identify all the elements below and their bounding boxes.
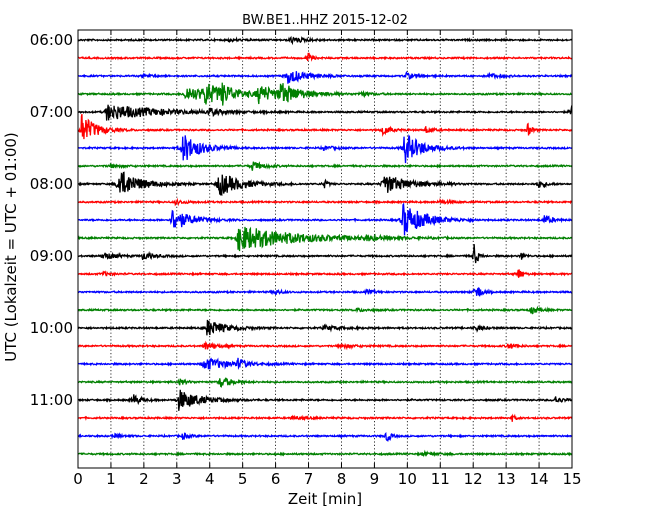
x-tick-label: 1 — [106, 470, 116, 488]
trace-0645 — [77, 82, 573, 106]
y-tick-label: 08:00 — [30, 175, 73, 193]
x-tick-label: 10 — [398, 470, 417, 488]
trace-0845 — [77, 226, 573, 252]
trace-1030 — [77, 357, 573, 371]
x-tick-label: 14 — [530, 470, 549, 488]
trace-1000 — [77, 319, 573, 336]
x-tick-label: 7 — [304, 470, 314, 488]
trace-0700 — [77, 104, 573, 121]
y-axis-label: UTC (Lokalzeit = UTC + 01:00) — [2, 132, 20, 362]
x-tick-label: 3 — [172, 470, 182, 488]
trace-0745 — [77, 161, 573, 171]
y-tick-label: 10:00 — [30, 319, 73, 337]
trace-0930 — [77, 286, 573, 297]
x-tick-label: 13 — [497, 470, 516, 488]
trace-0730 — [77, 134, 573, 164]
trace-0630 — [77, 71, 573, 84]
trace-0945 — [77, 305, 573, 315]
trace-0915 — [77, 269, 573, 278]
y-tick-label: 07:00 — [30, 103, 73, 121]
trace-0615 — [77, 52, 573, 62]
trace-0815 — [77, 197, 573, 207]
x-tick-label: 5 — [238, 470, 248, 488]
trace-0800 — [77, 171, 573, 196]
x-tick-label: 4 — [205, 470, 215, 488]
x-tick-label: 6 — [271, 470, 281, 488]
x-tick-label: 15 — [562, 470, 581, 488]
x-tick-label: 8 — [337, 470, 347, 488]
x-tick-label: 9 — [370, 470, 380, 488]
trace-1115 — [77, 413, 573, 422]
ticks-layer: 0 1 2 3 4 5 6 7 8 9 10 11 12 13 14 1506:0007:0008:0009:… — [30, 30, 582, 488]
x-tick-label: 11 — [431, 470, 450, 488]
trace-1130 — [77, 432, 573, 443]
trace-0900 — [77, 244, 573, 264]
x-axis-label: Zeit [min] — [288, 490, 362, 508]
plot-frame — [77, 29, 573, 469]
trace-1100 — [77, 389, 573, 411]
trace-1145 — [77, 449, 573, 458]
trace-0600 — [77, 35, 573, 46]
x-tick-label: 2 — [139, 470, 149, 488]
trace-0830 — [77, 202, 573, 236]
trace-0715 — [77, 114, 573, 140]
y-tick-label: 06:00 — [30, 31, 73, 49]
trace-1045 — [77, 377, 573, 388]
traces-layer — [77, 35, 573, 458]
y-tick-label: 09:00 — [30, 247, 73, 265]
trace-1015 — [77, 340, 573, 351]
chart-title: BW.BE1..HHZ 2015-12-02 — [242, 13, 408, 28]
y-tick-label: 11:00 — [30, 391, 73, 409]
x-tick-label: 0 — [73, 470, 83, 488]
x-tick-label: 12 — [464, 470, 483, 488]
